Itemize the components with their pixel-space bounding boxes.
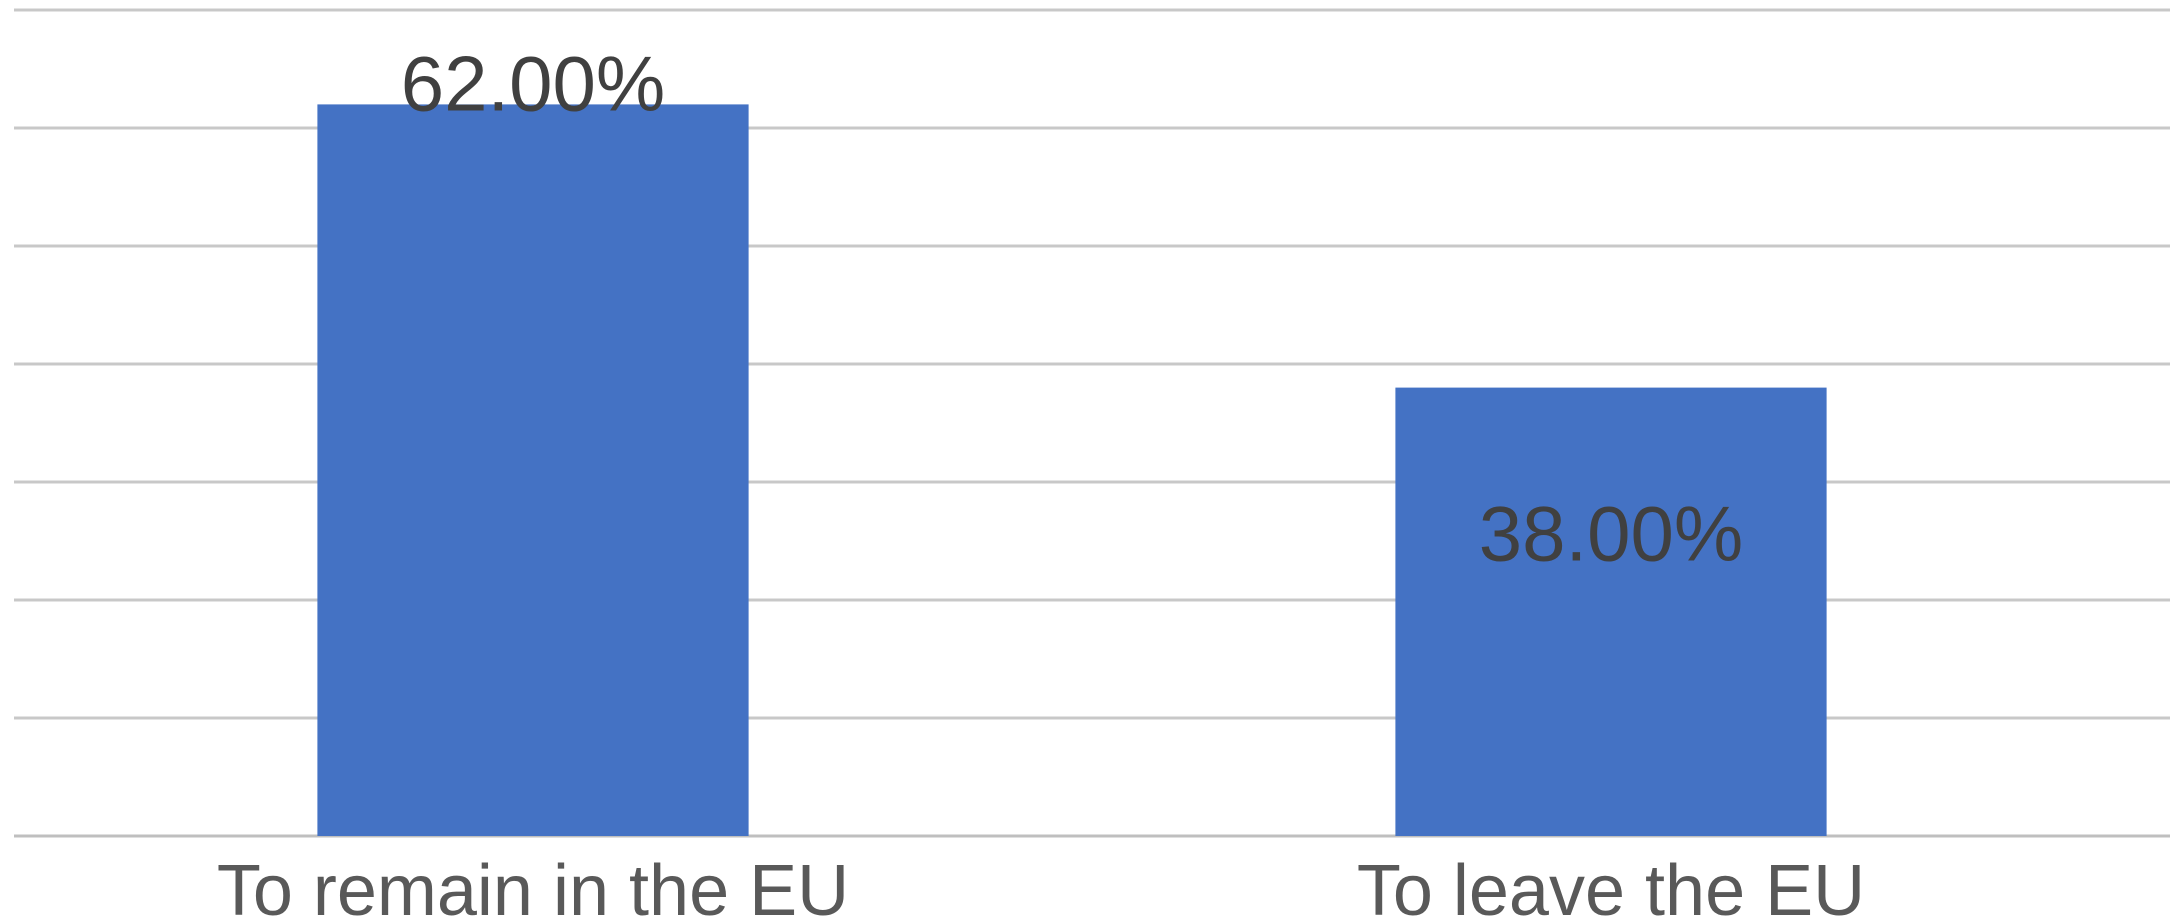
category-label-1: To leave the EU: [1357, 851, 1865, 924]
data-labels: 62.00% 38.00%: [401, 39, 1744, 577]
data-label-1: 38.00%: [1479, 490, 1744, 578]
category-tick-labels: To remain in the EU To leave the EU: [217, 851, 1865, 924]
bar-1: [1395, 387, 1827, 836]
category-label-0: To remain in the EU: [217, 851, 849, 924]
data-label-0: 62.00%: [401, 39, 666, 127]
bars: [317, 104, 1827, 836]
bar-0: [317, 104, 749, 836]
